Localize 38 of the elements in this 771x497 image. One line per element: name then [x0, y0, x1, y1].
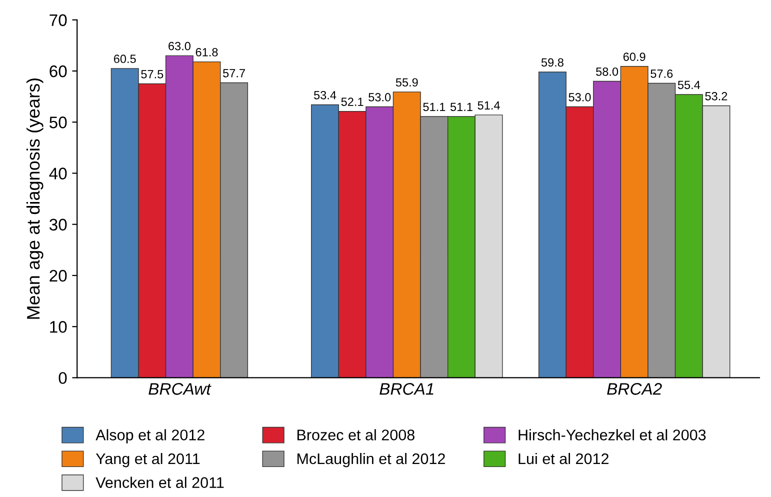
x-tick-label: BRCA2	[607, 383, 662, 395]
data-label: 53.0	[368, 93, 391, 102]
data-label: 53.4	[314, 90, 336, 100]
y-tick-label: 50	[50, 116, 67, 128]
y-axis-title: Mean age at diagnosis (years)	[26, 78, 44, 319]
data-label: 61.8	[196, 48, 218, 56]
legend-label: Brozec et al 2008	[297, 429, 414, 440]
data-label: 55.4	[678, 80, 700, 90]
data-label: 59.8	[541, 58, 564, 67]
data-label: 55.9	[396, 78, 418, 87]
legend-label: McLaughlin et al 2012	[297, 452, 445, 468]
legend-label: Alsop et al 2012	[96, 429, 204, 444]
y-tick-label: 40	[49, 168, 67, 180]
data-label: 57.5	[141, 70, 164, 78]
data-label: 57.7	[223, 69, 245, 78]
data-label: 53.2	[705, 92, 728, 100]
y-tick-label: 20	[50, 270, 67, 282]
data-label: 60.5	[114, 54, 136, 64]
data-label: 53.0	[568, 93, 591, 102]
data-label: 51.1	[450, 102, 472, 112]
x-tick-label: BRCA1	[380, 383, 434, 395]
y-tick-label: 60	[50, 65, 67, 78]
data-label: 52.1	[341, 98, 364, 106]
data-label: 57.6	[650, 70, 673, 78]
legend-label: Hirsch-Yechezkel et al 2003	[518, 429, 706, 440]
y-tick-label: 30	[49, 218, 67, 231]
data-label: 51.4	[478, 101, 500, 110]
data-label: 51.1	[423, 102, 446, 112]
data-label: 58.0	[596, 67, 618, 76]
legend-label: Vencken et al 2011	[96, 476, 224, 488]
y-tick-label: 0	[58, 372, 67, 384]
legend-label: Yang et al 2011	[96, 452, 200, 468]
data-label: 60.9	[623, 52, 646, 61]
legend-label: Lui et al 2012	[518, 452, 608, 464]
data-label: 63.0	[168, 42, 190, 50]
y-tick-label: 70	[50, 14, 67, 26]
x-tick-label: BRCAwt	[148, 383, 212, 395]
y-tick-label: 10	[50, 321, 67, 333]
